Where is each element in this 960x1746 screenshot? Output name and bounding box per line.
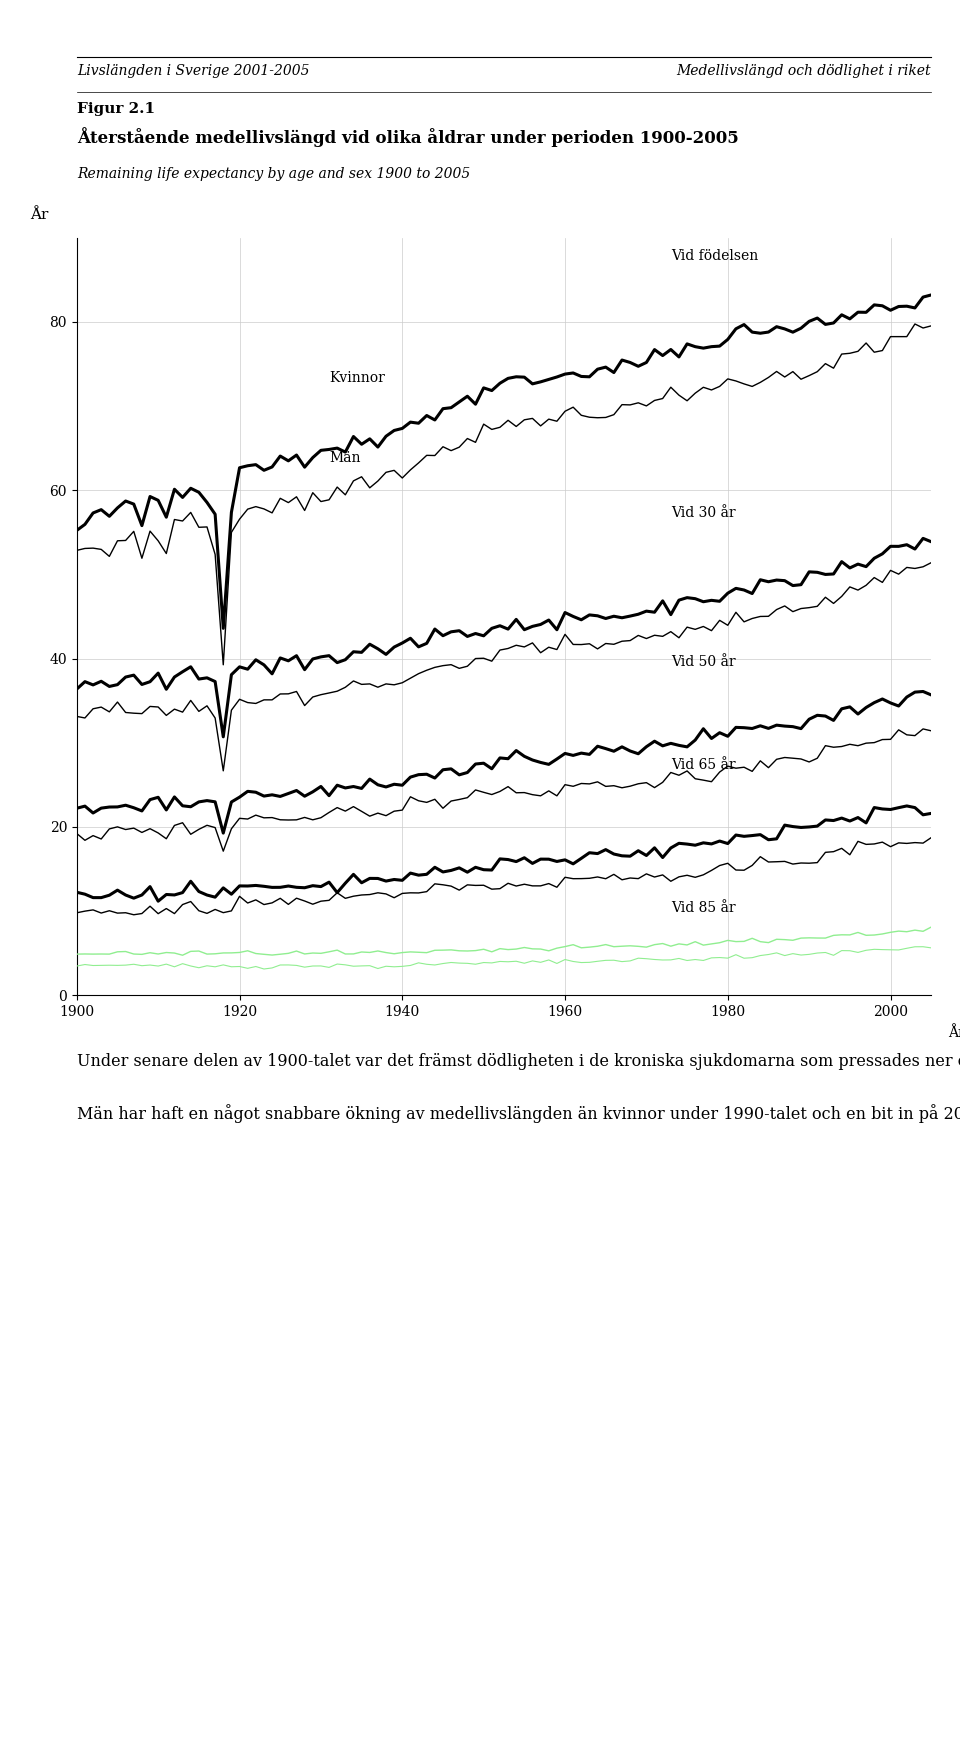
Text: Figur 2.1: Figur 2.1: [77, 103, 155, 117]
Text: Under senare delen av 1900-talet var det främst dödligheten i de kroniska sjukdo: Under senare delen av 1900-talet var det…: [77, 1051, 960, 1123]
Text: Kvinnor: Kvinnor: [329, 370, 385, 384]
Text: Män: Män: [329, 450, 361, 464]
Text: Vid födelsen: Vid födelsen: [671, 248, 758, 264]
Text: Vid 65 år: Vid 65 år: [671, 758, 735, 772]
Text: Livslängden i Sverige 2001-2005: Livslängden i Sverige 2001-2005: [77, 65, 309, 79]
Text: Återstående medellivslängd vid olika åldrar under perioden 1900-2005: Återstående medellivslängd vid olika åld…: [77, 127, 738, 147]
Text: Vid 30 år: Vid 30 år: [671, 506, 735, 520]
Text: Medellivslängd och dödlighet i riket: Medellivslängd och dödlighet i riket: [677, 65, 931, 79]
Text: År: År: [30, 208, 48, 222]
Text: År: År: [948, 1025, 960, 1039]
Text: Vid 50 år: Vid 50 år: [671, 655, 735, 669]
Text: Vid 85 år: Vid 85 år: [671, 901, 735, 915]
Text: Remaining life expectancy by age and sex 1900 to 2005: Remaining life expectancy by age and sex…: [77, 168, 470, 182]
